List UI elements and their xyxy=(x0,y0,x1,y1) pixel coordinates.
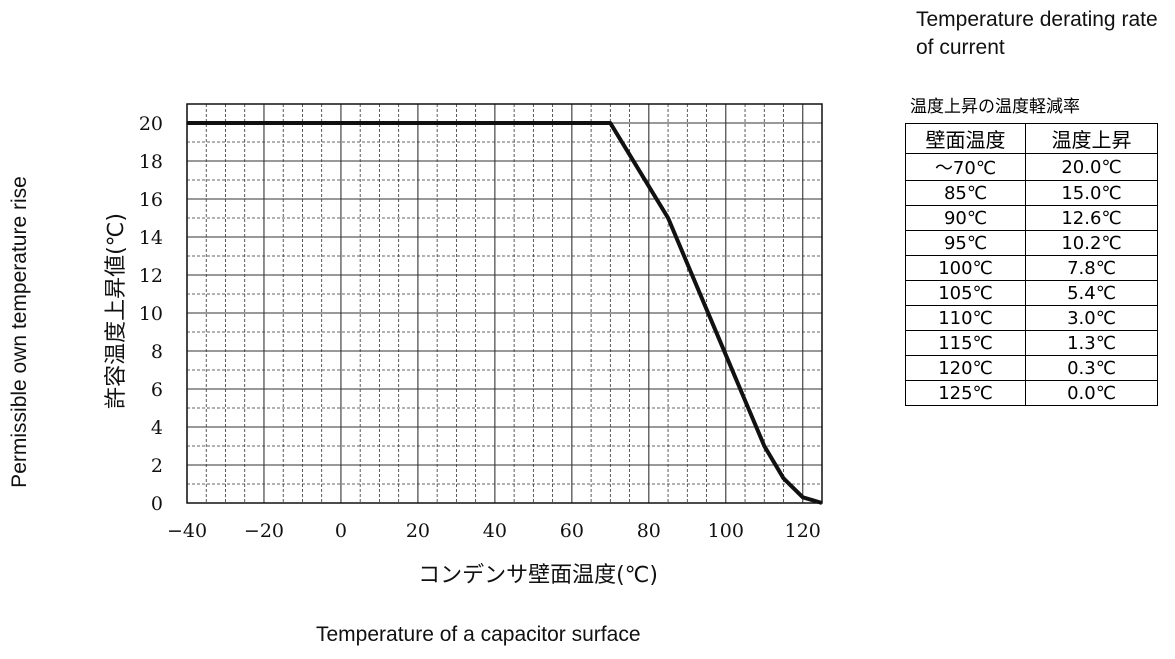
cell-temp-rise: 20.0℃ xyxy=(1025,153,1158,181)
y-tick-label: 4 xyxy=(151,417,163,439)
table-row: 115℃ 1.3℃ xyxy=(905,330,1158,356)
cell-wall-temp: 95℃ xyxy=(905,230,1026,256)
x-tick-label: 120 xyxy=(785,520,821,542)
x-axis-label: コンデンサ壁面温度(℃) xyxy=(418,563,658,588)
table-row: 120℃ 0.3℃ xyxy=(905,355,1158,381)
x-tick-labels: −40 −20 0 20 40 60 80 100 120 xyxy=(167,520,821,542)
series-line xyxy=(187,121,823,505)
cell-wall-temp: ～70℃ xyxy=(905,153,1026,181)
table-row: 125℃ 0.0℃ xyxy=(905,380,1158,406)
table-row: ～70℃ 20.0℃ xyxy=(905,153,1158,181)
table-row: 100℃ 7.8℃ xyxy=(905,255,1158,281)
table-row: 110℃ 3.0℃ xyxy=(905,305,1158,331)
x-axis-label-en: Temperature of a capacitor surface xyxy=(316,623,641,646)
y-tick-label: 12 xyxy=(139,265,163,287)
x-tick-label: 80 xyxy=(637,520,661,542)
header-wall-temp: 壁面温度 xyxy=(905,123,1026,154)
cell-temp-rise: 3.0℃ xyxy=(1025,305,1158,331)
y-tick-label: 2 xyxy=(151,455,163,477)
x-tick-label: 0 xyxy=(335,520,347,542)
cell-temp-rise: 0.0℃ xyxy=(1025,380,1158,406)
derating-chart: −40 −20 0 20 40 60 80 100 120 02468101214161820 … xyxy=(104,103,823,588)
table-row: 105℃ 5.4℃ xyxy=(905,280,1158,306)
x-tick-label: 20 xyxy=(406,520,430,542)
y-tick-label: 0 xyxy=(151,493,163,515)
table-caption: 温度上昇の温度軽減率 xyxy=(910,97,1080,117)
y-tick-label: 6 xyxy=(151,379,163,401)
cell-wall-temp: 90℃ xyxy=(905,205,1026,231)
y-tick-label: 10 xyxy=(139,303,163,325)
y-axis-label: 許容温度上昇値(℃) xyxy=(104,213,129,409)
x-tick-label: 100 xyxy=(708,520,744,542)
derating-table: 壁面温度 温度上昇 ～70℃ 20.0℃ 85℃ 15.0℃ 90℃ 12.6℃ 95℃ 10… xyxy=(905,123,1158,406)
cell-wall-temp: 125℃ xyxy=(905,380,1026,406)
x-tick-label: 40 xyxy=(483,520,507,542)
table-header-row: 壁面温度 温度上昇 xyxy=(905,123,1158,154)
table-row: 95℃ 10.2℃ xyxy=(905,230,1158,256)
y-tick-label: 14 xyxy=(139,227,163,249)
cell-temp-rise: 1.3℃ xyxy=(1025,330,1158,356)
cell-wall-temp: 105℃ xyxy=(905,280,1026,306)
table-title-en: Temperature derating rate of current xyxy=(916,8,1158,59)
table-row: 85℃ 15.0℃ xyxy=(905,180,1158,206)
plot-frame xyxy=(186,103,823,504)
grid-major xyxy=(186,104,822,504)
cell-temp-rise: 7.8℃ xyxy=(1025,255,1158,281)
y-axis-label-en: Permissible own temperature rise xyxy=(8,176,31,488)
cell-temp-rise: 15.0℃ xyxy=(1025,180,1158,206)
header-temp-rise: 温度上昇 xyxy=(1025,123,1158,154)
cell-wall-temp: 120℃ xyxy=(905,355,1026,381)
x-tick-label: −20 xyxy=(244,520,284,542)
cell-wall-temp: 100℃ xyxy=(905,255,1026,281)
y-tick-labels: 0 2 4 6 8 10 12 14 16 18 20 xyxy=(139,113,163,515)
y-tick-label: 16 xyxy=(139,189,163,211)
y-tick-label: 18 xyxy=(139,151,163,173)
cell-wall-temp: 85℃ xyxy=(905,180,1026,206)
cell-temp-rise: 10.2℃ xyxy=(1025,230,1158,256)
x-tick-label: −40 xyxy=(167,520,207,542)
cell-temp-rise: 12.6℃ xyxy=(1025,205,1158,231)
cell-wall-temp: 110℃ xyxy=(905,305,1026,331)
cell-temp-rise: 0.3℃ xyxy=(1025,355,1158,381)
grid-minor xyxy=(187,103,823,503)
y-tick-label: 20 xyxy=(139,113,163,135)
cell-wall-temp: 115℃ xyxy=(905,330,1026,356)
y-tick-label: 8 xyxy=(151,341,163,363)
cell-temp-rise: 5.4℃ xyxy=(1025,280,1158,306)
table-row: 90℃ 12.6℃ xyxy=(905,205,1158,231)
x-tick-label: 60 xyxy=(560,520,584,542)
